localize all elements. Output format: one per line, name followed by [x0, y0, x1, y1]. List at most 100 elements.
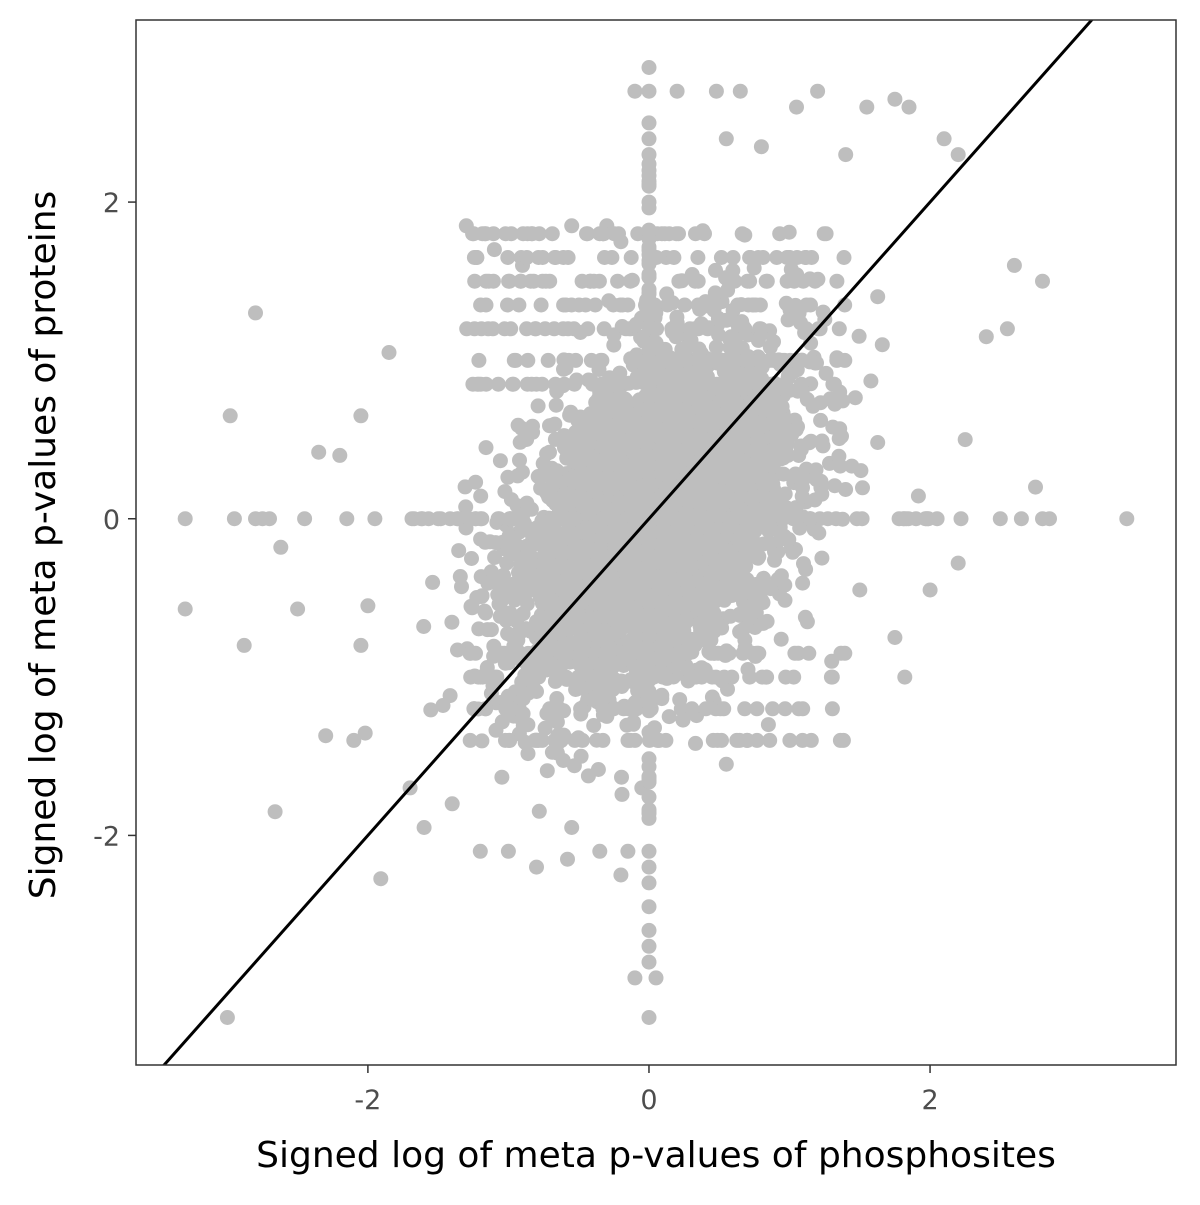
data-point: [596, 599, 612, 615]
data-point: [588, 394, 604, 410]
data-point: [607, 444, 623, 460]
y-tick-label: -2: [93, 821, 120, 852]
data-point: [540, 352, 556, 368]
data-point: [503, 628, 519, 643]
data-point: [641, 751, 657, 767]
data-point: [353, 408, 369, 424]
data-point: [473, 488, 489, 504]
data-point: [605, 297, 621, 313]
data-point: [626, 511, 642, 527]
data-point: [789, 250, 805, 265]
data-point: [855, 480, 870, 496]
data-point: [556, 297, 572, 313]
data-point: [551, 701, 567, 717]
data-point: [520, 352, 536, 368]
data-point: [416, 820, 432, 835]
data-point: [529, 684, 544, 699]
data-point: [661, 709, 677, 725]
data-point: [751, 250, 766, 265]
data-point: [605, 478, 621, 494]
data-point: [676, 412, 692, 428]
data-point: [750, 422, 766, 437]
data-point: [641, 954, 657, 970]
data-point: [641, 938, 657, 954]
data-point: [749, 433, 765, 449]
data-point: [569, 452, 585, 468]
data-point: [560, 497, 576, 513]
data-point: [823, 669, 839, 685]
data-point: [595, 511, 611, 527]
data-point: [641, 299, 657, 315]
data-point: [641, 343, 657, 359]
data-point: [710, 481, 726, 497]
data-point: [750, 332, 766, 348]
data-point: [451, 543, 467, 559]
data-point: [1006, 257, 1022, 273]
data-point: [803, 732, 819, 748]
data-point: [492, 453, 508, 469]
data-point: [852, 582, 868, 598]
data-point: [735, 645, 751, 661]
data-point: [226, 511, 242, 527]
data-point: [629, 701, 644, 717]
data-point: [754, 487, 770, 503]
data-point: [690, 250, 706, 265]
data-point: [586, 718, 602, 733]
data-point: [478, 273, 494, 289]
data-point: [606, 701, 621, 717]
data-point: [818, 365, 834, 381]
data-point: [514, 464, 530, 480]
data-point: [560, 851, 575, 867]
data-point: [619, 617, 635, 633]
data-point: [177, 511, 193, 527]
data-point: [653, 587, 669, 603]
data-point: [815, 304, 831, 320]
data-point: [597, 250, 612, 265]
data-point: [590, 762, 606, 777]
data-point: [570, 669, 586, 685]
data-point: [671, 273, 687, 289]
data-point: [458, 499, 474, 515]
data-point: [555, 250, 571, 265]
data-point: [592, 669, 608, 685]
data-point: [622, 732, 638, 748]
data-point: [497, 321, 513, 337]
data-point: [722, 608, 738, 624]
data-point: [761, 523, 777, 539]
data-point: [450, 511, 466, 527]
data-point: [728, 376, 744, 392]
data-point: [707, 285, 723, 301]
data-point: [469, 250, 485, 265]
data-point: [709, 376, 725, 392]
data-point: [657, 226, 673, 242]
data-point: [801, 645, 817, 661]
data-point: [360, 598, 376, 614]
data-point: [483, 685, 499, 701]
y-axis-title: Signed log of meta p-values of proteins: [23, 191, 64, 900]
data-point: [847, 390, 863, 406]
y-tick-label: 2: [103, 188, 120, 219]
data-point: [531, 803, 547, 819]
data-point: [555, 669, 571, 685]
data-point: [641, 628, 657, 644]
data-point: [668, 402, 684, 418]
data-point: [690, 297, 706, 313]
data-point: [832, 458, 848, 474]
data-point: [626, 559, 641, 574]
data-point: [462, 732, 478, 748]
data-point: [978, 329, 994, 345]
data-point: [844, 458, 860, 474]
data-point: [700, 471, 716, 487]
data-point: [500, 537, 516, 552]
data-point: [957, 432, 973, 448]
data-point: [780, 297, 796, 313]
data-point: [472, 843, 488, 859]
data-point: [717, 445, 733, 461]
data-point: [679, 548, 695, 564]
data-point: [705, 732, 721, 748]
data-point: [641, 429, 657, 445]
data-point: [736, 423, 752, 438]
data-point: [673, 534, 689, 550]
data-point: [423, 702, 439, 718]
